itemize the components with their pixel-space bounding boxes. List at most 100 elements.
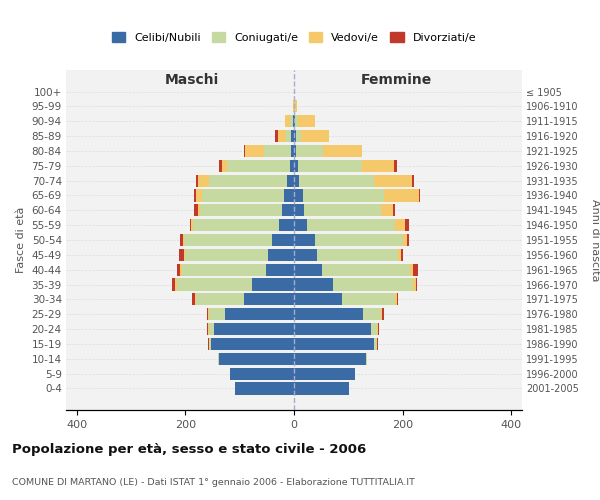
- Bar: [395, 219, 405, 231]
- Bar: [323, 145, 362, 157]
- Bar: [407, 234, 409, 246]
- Bar: [244, 145, 245, 157]
- Bar: [219, 352, 294, 365]
- Bar: [196, 190, 202, 202]
- Bar: [374, 338, 377, 350]
- Bar: [266, 264, 294, 276]
- Bar: [294, 249, 317, 261]
- Bar: [362, 160, 394, 172]
- Bar: [322, 264, 410, 276]
- Bar: [184, 234, 272, 246]
- Bar: [198, 174, 209, 186]
- Bar: [294, 219, 307, 231]
- Bar: [304, 204, 382, 216]
- Bar: [397, 294, 398, 306]
- Bar: [264, 145, 291, 157]
- Bar: [294, 308, 364, 320]
- Bar: [294, 190, 303, 202]
- Bar: [294, 278, 333, 290]
- Bar: [377, 323, 379, 335]
- Bar: [224, 308, 294, 320]
- Legend: Celibi/Nubili, Coniugati/e, Vedovi/e, Divorziati/e: Celibi/Nubili, Coniugati/e, Vedovi/e, Di…: [107, 28, 481, 48]
- Bar: [294, 323, 371, 335]
- Bar: [299, 174, 374, 186]
- Text: Maschi: Maschi: [164, 72, 218, 86]
- Bar: [194, 204, 198, 216]
- Bar: [382, 204, 394, 216]
- Text: COMUNE DI MARTANO (LE) - Dati ISTAT 1° gennaio 2006 - Elaborazione TUTTITALIA.IT: COMUNE DI MARTANO (LE) - Dati ISTAT 1° g…: [12, 478, 415, 487]
- Bar: [207, 308, 208, 320]
- Bar: [405, 219, 409, 231]
- Bar: [184, 249, 185, 261]
- Bar: [293, 115, 294, 128]
- Bar: [196, 174, 198, 186]
- Bar: [298, 160, 362, 172]
- Bar: [177, 278, 251, 290]
- Bar: [185, 249, 268, 261]
- Bar: [294, 352, 365, 365]
- Bar: [175, 278, 177, 290]
- Bar: [394, 204, 395, 216]
- Bar: [227, 160, 290, 172]
- Bar: [401, 249, 403, 261]
- Bar: [382, 308, 383, 320]
- Bar: [307, 219, 395, 231]
- Bar: [295, 100, 297, 112]
- Bar: [294, 145, 296, 157]
- Bar: [294, 368, 355, 380]
- Bar: [209, 323, 214, 335]
- Bar: [214, 323, 294, 335]
- Text: Popolazione per età, sesso e stato civile - 2006: Popolazione per età, sesso e stato civil…: [12, 442, 366, 456]
- Bar: [294, 338, 374, 350]
- Bar: [180, 264, 182, 276]
- Bar: [202, 190, 284, 202]
- Bar: [194, 190, 196, 202]
- Bar: [374, 174, 412, 186]
- Bar: [290, 160, 294, 172]
- Bar: [182, 264, 266, 276]
- Bar: [365, 352, 367, 365]
- Bar: [235, 382, 294, 394]
- Bar: [294, 204, 304, 216]
- Bar: [177, 264, 180, 276]
- Bar: [180, 234, 183, 246]
- Bar: [230, 368, 294, 380]
- Bar: [279, 219, 294, 231]
- Bar: [244, 294, 294, 306]
- Y-axis label: Fasce di età: Fasce di età: [16, 207, 26, 273]
- Bar: [412, 174, 414, 186]
- Bar: [416, 278, 417, 290]
- Bar: [190, 219, 191, 231]
- Bar: [284, 190, 294, 202]
- Bar: [245, 145, 264, 157]
- Bar: [294, 174, 299, 186]
- Bar: [413, 264, 418, 276]
- Bar: [317, 249, 398, 261]
- Bar: [207, 323, 208, 335]
- Bar: [394, 160, 397, 172]
- Bar: [196, 294, 244, 306]
- Bar: [291, 130, 294, 142]
- Bar: [194, 294, 196, 306]
- Bar: [209, 338, 211, 350]
- Bar: [383, 190, 419, 202]
- Bar: [298, 115, 315, 128]
- Bar: [172, 278, 175, 290]
- Bar: [398, 249, 401, 261]
- Bar: [191, 219, 193, 231]
- Bar: [209, 174, 287, 186]
- Bar: [208, 308, 209, 320]
- Bar: [294, 115, 295, 128]
- Bar: [287, 174, 294, 186]
- Text: Femmine: Femmine: [361, 72, 432, 86]
- Bar: [286, 130, 291, 142]
- Bar: [275, 130, 278, 142]
- Bar: [296, 145, 323, 157]
- Bar: [403, 234, 407, 246]
- Bar: [222, 160, 227, 172]
- Bar: [268, 249, 294, 261]
- Bar: [294, 234, 314, 246]
- Bar: [381, 308, 382, 320]
- Bar: [410, 264, 413, 276]
- Bar: [198, 204, 200, 216]
